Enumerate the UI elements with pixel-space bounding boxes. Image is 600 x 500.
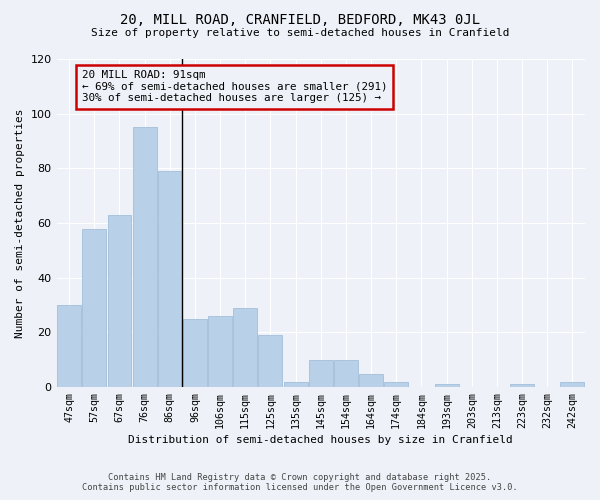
Bar bbox=[560, 382, 584, 387]
Text: Size of property relative to semi-detached houses in Cranfield: Size of property relative to semi-detach… bbox=[91, 28, 509, 38]
Text: Contains HM Land Registry data © Crown copyright and database right 2025.
Contai: Contains HM Land Registry data © Crown c… bbox=[82, 473, 518, 492]
Bar bbox=[233, 308, 257, 387]
Y-axis label: Number of semi-detached properties: Number of semi-detached properties bbox=[15, 108, 25, 338]
Bar bbox=[334, 360, 358, 387]
Bar bbox=[158, 171, 182, 387]
Bar bbox=[284, 382, 308, 387]
Bar bbox=[385, 382, 408, 387]
X-axis label: Distribution of semi-detached houses by size in Cranfield: Distribution of semi-detached houses by … bbox=[128, 435, 513, 445]
Bar bbox=[259, 335, 283, 387]
Bar bbox=[434, 384, 458, 387]
Bar bbox=[359, 374, 383, 387]
Bar bbox=[510, 384, 534, 387]
Text: 20 MILL ROAD: 91sqm
← 69% of semi-detached houses are smaller (291)
30% of semi-: 20 MILL ROAD: 91sqm ← 69% of semi-detach… bbox=[82, 70, 387, 103]
Bar bbox=[133, 128, 157, 387]
Bar bbox=[183, 319, 207, 387]
Bar bbox=[309, 360, 333, 387]
Bar bbox=[208, 316, 232, 387]
Text: 20, MILL ROAD, CRANFIELD, BEDFORD, MK43 0JL: 20, MILL ROAD, CRANFIELD, BEDFORD, MK43 … bbox=[120, 12, 480, 26]
Bar bbox=[107, 215, 131, 387]
Bar bbox=[82, 228, 106, 387]
Bar bbox=[57, 305, 81, 387]
